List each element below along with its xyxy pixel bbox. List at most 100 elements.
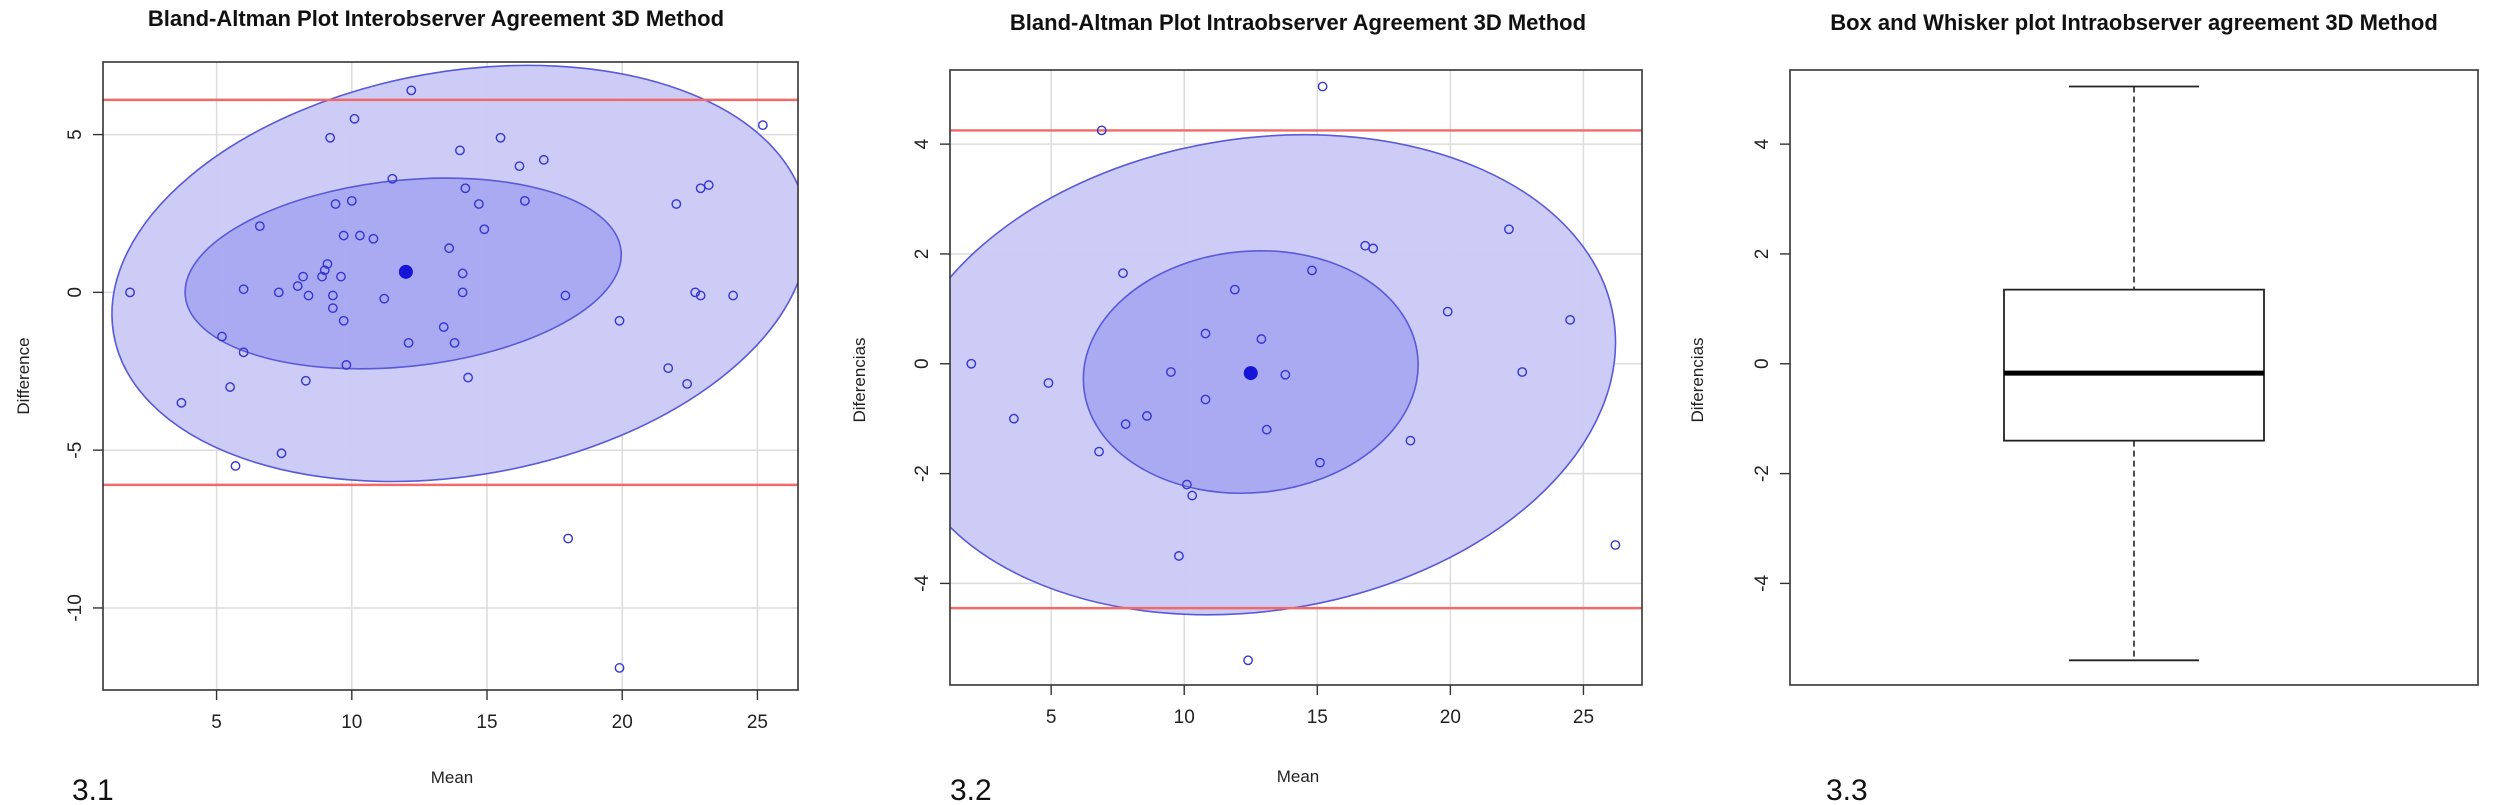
x-tick-label: 25 <box>747 712 768 733</box>
data-point <box>1200 328 1211 339</box>
y-tick-label: -5 <box>65 442 86 459</box>
data-point <box>322 259 333 269</box>
plot-panel-3-1: Bland-Altman Plot Interobserver Agreemen… <box>14 6 799 805</box>
data-point <box>330 199 341 209</box>
y-tick-label: 5 <box>65 129 86 140</box>
data-point <box>1442 306 1453 317</box>
plot-panel-3-3: Box and Whisker plot Intraobserver agree… <box>1688 10 2479 805</box>
x-tick-label: 15 <box>476 712 497 733</box>
data-point <box>217 331 227 342</box>
data-point <box>1120 419 1131 430</box>
data-point <box>538 154 549 165</box>
mean-point <box>398 264 413 279</box>
data-point <box>1200 394 1211 405</box>
data-point <box>1315 457 1325 468</box>
chart-title: Bland-Altman Plot Intraobserver Agreemen… <box>1010 10 1586 35</box>
data-point <box>1142 411 1152 421</box>
x-axis-label: Mean <box>431 768 474 787</box>
data-point <box>1043 378 1054 388</box>
y-tick-label: 4 <box>1752 138 1773 149</box>
data-point <box>1008 413 1019 424</box>
data-point <box>238 284 249 295</box>
data-point <box>338 315 349 326</box>
data-point <box>479 224 490 235</box>
data-point <box>663 363 674 374</box>
y-tick-label: -2 <box>912 465 933 482</box>
x-tick-label: 5 <box>211 712 222 733</box>
data-point <box>325 132 336 143</box>
y-tick-label: -10 <box>65 594 86 621</box>
y-tick-label: 0 <box>912 358 933 369</box>
data-point <box>317 271 327 282</box>
data-point <box>238 347 249 358</box>
data-point <box>319 265 330 276</box>
data-point <box>519 195 530 206</box>
plot-frame <box>102 61 799 691</box>
data-point <box>728 290 738 301</box>
y-tick-label: -4 <box>912 575 933 592</box>
data-point <box>695 183 706 194</box>
data-point <box>690 287 701 298</box>
y-axis-label: Diferencias <box>850 337 869 422</box>
data-point <box>1317 81 1328 92</box>
y-tick-label: -2 <box>1752 465 1773 482</box>
data-point <box>449 337 460 348</box>
x-tick-label: 5 <box>1046 707 1057 728</box>
data-point <box>682 378 693 389</box>
data-point <box>1405 435 1416 446</box>
data-point <box>757 120 768 131</box>
data-point <box>1187 490 1198 501</box>
box-iqr <box>2003 288 2265 442</box>
data-point <box>1280 369 1291 380</box>
data-point <box>254 221 265 232</box>
plot-frame <box>1789 69 2479 686</box>
data-point <box>1256 334 1267 344</box>
data-point <box>327 290 338 301</box>
x-axis-label: Mean <box>1277 767 1320 786</box>
data-point <box>1368 243 1379 254</box>
data-point <box>298 271 309 282</box>
data-point <box>276 448 287 459</box>
data-point <box>1243 655 1253 666</box>
data-point <box>560 290 571 301</box>
data-point <box>349 113 360 124</box>
x-tick-label: 10 <box>1174 707 1195 728</box>
plot-area <box>2003 85 2265 662</box>
data-point <box>460 183 471 194</box>
data-point <box>473 199 484 209</box>
chart-title: Bland-Altman Plot Interobserver Agreemen… <box>148 6 724 31</box>
y-tick-label: 0 <box>1752 358 1773 369</box>
plot-area <box>103 62 798 690</box>
data-point <box>1504 224 1514 235</box>
data-point <box>563 533 574 544</box>
data-point <box>379 293 390 304</box>
x-tick-label: 25 <box>1573 707 1594 728</box>
data-point <box>300 375 311 386</box>
y-axis-label: Difference <box>14 337 33 414</box>
data-point <box>387 173 398 184</box>
data-point <box>1229 284 1240 295</box>
data-point <box>338 230 349 241</box>
data-point <box>230 461 241 471</box>
data-point <box>514 161 525 172</box>
data-point <box>1261 424 1272 435</box>
mean-point <box>1243 366 1258 381</box>
data-point <box>463 372 473 383</box>
data-point <box>406 85 417 96</box>
data-point <box>341 360 352 370</box>
data-point <box>966 358 977 369</box>
panel-label: 3.2 <box>950 774 992 805</box>
y-tick-label: -4 <box>1752 575 1773 592</box>
data-point <box>1565 314 1576 325</box>
data-point <box>438 322 449 332</box>
data-point <box>1096 125 1107 136</box>
data-point <box>303 290 314 301</box>
data-point <box>671 199 682 209</box>
y-tick-label: 2 <box>912 249 933 260</box>
data-point <box>1166 367 1176 377</box>
data-point <box>444 243 455 254</box>
data-point <box>355 230 365 241</box>
data-point <box>614 315 625 326</box>
data-point <box>273 287 284 298</box>
